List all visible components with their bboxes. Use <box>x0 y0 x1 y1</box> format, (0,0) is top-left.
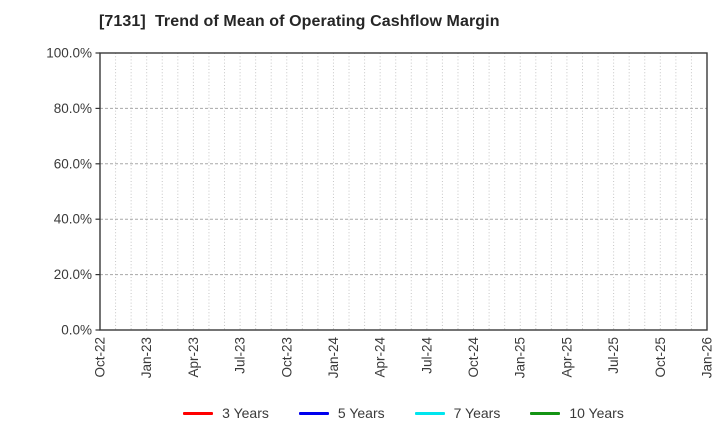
x-tick-label: Jan-26 <box>700 337 715 378</box>
y-tick-label: 0.0% <box>61 323 92 338</box>
y-tick-label: 80.0% <box>54 101 92 116</box>
legend-line-swatch <box>414 411 445 415</box>
legend-item: 7 Years <box>414 405 501 421</box>
legend-line-swatch <box>183 411 214 415</box>
legend-line-swatch <box>530 411 561 415</box>
chart-title: [7131] Trend of Mean of Operating Cashfl… <box>99 13 500 30</box>
legend-item: 5 Years <box>298 405 385 421</box>
x-tick-label: Oct-22 <box>93 337 108 378</box>
x-tick-label: Jul-25 <box>606 337 621 374</box>
legend-label: 7 Years <box>453 405 501 421</box>
plot-border <box>99 52 708 331</box>
legend-item: 10 Years <box>530 406 624 420</box>
x-tick-label: Jul-23 <box>233 337 248 374</box>
x-tick-label: Jul-24 <box>419 337 434 374</box>
x-tick-label: Jan-24 <box>326 337 341 379</box>
x-tick-label: Oct-25 <box>653 337 668 378</box>
legend: 3 Years 5 Years 7 Years 10 Years <box>100 401 707 425</box>
y-tick-label: 60.0% <box>54 156 92 171</box>
legend-item: 3 Years <box>183 406 269 420</box>
x-tick-label: Apr-23 <box>186 337 201 378</box>
legend-label: 5 Years <box>337 405 385 421</box>
y-tick-label: 40.0% <box>54 212 92 227</box>
x-tick-label: Apr-24 <box>373 337 388 378</box>
legend-label: 10 Years <box>569 405 624 421</box>
x-tick-label: Oct-23 <box>279 337 294 378</box>
y-tick-label: 20.0% <box>54 267 92 282</box>
legend-label: 3 Years <box>222 405 269 421</box>
x-tick-label: Oct-24 <box>466 337 481 378</box>
x-tick-label: Jan-25 <box>513 337 528 378</box>
x-tick-label: Jan-23 <box>139 337 154 378</box>
x-tick-label: Apr-25 <box>559 337 574 378</box>
legend-line-swatch <box>298 411 329 415</box>
y-tick-label: 100.0% <box>46 46 92 61</box>
